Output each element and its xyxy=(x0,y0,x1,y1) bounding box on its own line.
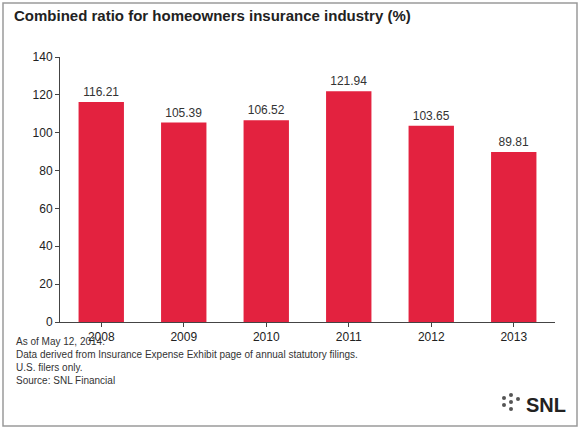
svg-text:Combined ratio for homeowners: Combined ratio for homeowners insurance … xyxy=(14,7,411,24)
svg-text:2010: 2010 xyxy=(253,330,280,344)
svg-text:2009: 2009 xyxy=(170,330,197,344)
svg-text:2011: 2011 xyxy=(336,330,362,344)
svg-text:As of May 12, 2014.Data derive: As of May 12, 2014.Data derived from Ins… xyxy=(16,336,358,386)
svg-text:100: 100 xyxy=(33,126,53,140)
svg-text:120: 120 xyxy=(33,88,53,102)
svg-text:116.21: 116.21 xyxy=(83,85,119,99)
svg-text:0: 0 xyxy=(46,315,53,329)
svg-text:2012: 2012 xyxy=(418,330,445,344)
svg-text:106.52: 106.52 xyxy=(248,103,285,117)
svg-text:89.81: 89.81 xyxy=(499,135,529,149)
svg-text:20: 20 xyxy=(39,277,53,291)
svg-text:121.94: 121.94 xyxy=(330,74,367,88)
svg-text:2008: 2008 xyxy=(88,330,115,344)
svg-text:SNL: SNL xyxy=(526,394,566,416)
svg-text:60: 60 xyxy=(39,202,53,216)
svg-text:80: 80 xyxy=(39,164,53,178)
svg-text:2013: 2013 xyxy=(500,330,527,344)
svg-text:105.39: 105.39 xyxy=(165,106,202,120)
svg-text:140: 140 xyxy=(33,50,53,64)
svg-text:40: 40 xyxy=(39,239,53,253)
svg-text:103.65: 103.65 xyxy=(413,109,450,123)
